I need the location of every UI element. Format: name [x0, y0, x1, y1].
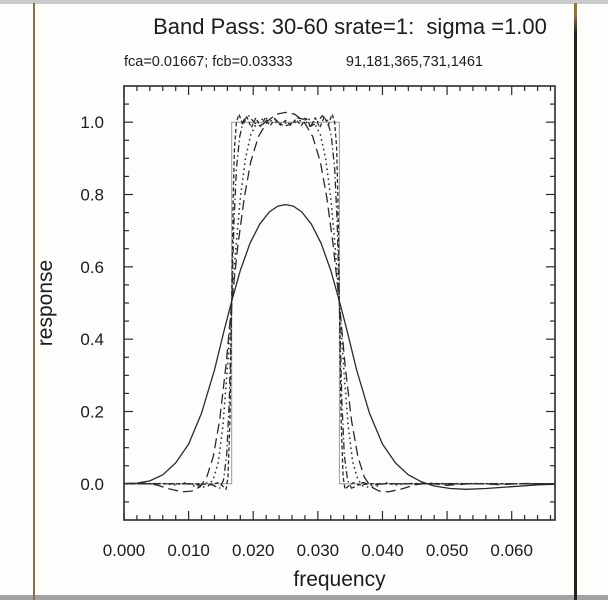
y-tick-label: 0.2	[80, 403, 104, 422]
x-axis-label: frequency	[293, 568, 386, 591]
y-tick-label: 0.8	[80, 186, 104, 205]
x-tick-label: 0.030	[297, 541, 340, 560]
y-tick-label: 0.6	[80, 258, 104, 277]
x-tick-label: 0.040	[361, 541, 404, 560]
top-border-band	[0, 0, 608, 4]
chart-title: Band Pass: 30-60 srate=1: sigma =1.00	[153, 14, 547, 39]
series-nwt-181	[123, 111, 556, 493]
y-tick-label: 0.0	[80, 475, 104, 494]
series-nwt-365	[123, 117, 556, 489]
x-tick-label: 0.060	[490, 541, 533, 560]
page-left-rule	[33, 3, 35, 600]
x-tick-label: 0.050	[426, 541, 469, 560]
y-tick-label: 1.0	[80, 113, 104, 132]
series-nwt-91	[123, 203, 556, 490]
x-tick-label: 0.000	[103, 541, 146, 560]
x-tick-label: 0.020	[232, 541, 275, 560]
subtitle-left: fca=0.01667; fcb=0.03333	[124, 54, 293, 70]
series-nwt-731	[124, 115, 555, 489]
y-tick-label: 0.4	[80, 330, 104, 349]
page-right-rule	[574, 3, 577, 600]
bottom-border-band	[0, 595, 608, 600]
y-axis-label: response	[34, 259, 57, 347]
series-nwt-1461	[124, 113, 555, 490]
x-tick-label: 0.010	[167, 541, 210, 560]
subtitle-right: 91,181,365,731,1461	[345, 54, 483, 70]
